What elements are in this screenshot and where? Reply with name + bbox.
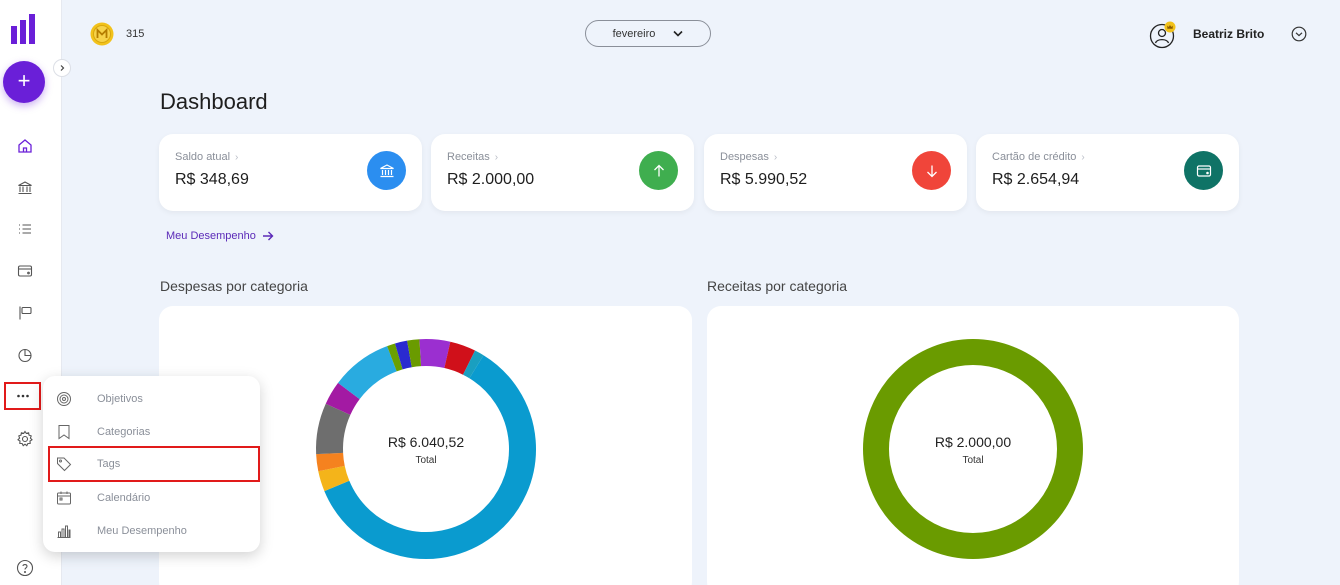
card-value: R$ 348,69 (175, 171, 249, 188)
menu-item-label: Categorias (97, 425, 151, 438)
pie-chart-icon[interactable] (15, 345, 35, 365)
donut-slice[interactable] (325, 382, 360, 416)
donut-slice[interactable] (324, 355, 536, 559)
income-donut-chart (863, 339, 1083, 559)
page-title: Dashboard (160, 89, 268, 114)
app-logo[interactable] (11, 14, 39, 44)
performance-link-label: Meu Desempenho (166, 230, 256, 242)
coin-icon (90, 22, 114, 46)
bar-chart-icon (55, 522, 73, 540)
wallet-icon[interactable] (15, 261, 35, 281)
menu-item-calendario[interactable]: Calendário (43, 481, 260, 514)
expenses-donut-center: R$ 6.040,52 Total (346, 434, 506, 466)
expenses-chart-title: Despesas por categoria (160, 278, 308, 294)
donut-slice[interactable] (462, 350, 484, 379)
menu-item-label: Objetivos (97, 392, 143, 405)
donut-slice[interactable] (316, 403, 351, 455)
coin-count: 315 (126, 28, 145, 40)
month-label: fevereiro (612, 27, 656, 40)
expenses-total-label: Total (415, 455, 437, 466)
card-receitas[interactable]: Receitas › R$ 2.000,00 (431, 134, 694, 211)
calendar-icon (55, 489, 73, 507)
income-donut-center: R$ 2.000,00 Total (893, 434, 1053, 466)
donut-slice[interactable] (444, 341, 476, 375)
donut-slice[interactable] (318, 465, 350, 492)
donut-slice[interactable] (419, 339, 451, 369)
performance-link[interactable]: Meu Desempenho (166, 230, 274, 242)
donut-slice[interactable] (863, 339, 1083, 559)
card-saldo-atual[interactable]: Saldo atual › R$ 348,69 (159, 134, 422, 211)
donut-slice[interactable] (395, 340, 412, 370)
month-selector[interactable]: fevereiro (585, 20, 711, 47)
bookmark-icon (55, 423, 73, 441)
more-options-button[interactable] (4, 382, 41, 410)
menu-item-objetivos[interactable]: Objetivos (43, 382, 260, 415)
settings-icon[interactable] (15, 429, 35, 449)
card-label: Despesas (720, 151, 769, 163)
add-transaction-button[interactable]: + (3, 61, 45, 103)
chevron-down-icon (673, 30, 683, 37)
donut-slice[interactable] (407, 339, 422, 368)
avatar[interactable] (1149, 21, 1177, 49)
chevron-right-icon: › (1081, 152, 1085, 163)
more-icon (16, 394, 29, 398)
donut-slice[interactable] (338, 346, 398, 400)
bank-icon (367, 151, 406, 190)
user-menu-icon[interactable] (1291, 26, 1307, 42)
card-label: Saldo atual (175, 151, 231, 163)
target-icon (55, 390, 73, 408)
more-options-menu: Objetivos Categorias Tags Calendário Meu… (43, 376, 260, 552)
menu-item-tags[interactable]: Tags (48, 446, 260, 482)
card-despesas[interactable]: Despesas › R$ 5.990,52 (704, 134, 967, 211)
flag-icon[interactable] (15, 303, 35, 323)
income-chart-title: Receitas por categoria (707, 278, 848, 294)
card-value: R$ 2.654,94 (992, 171, 1080, 188)
donut-slice[interactable] (316, 452, 345, 472)
card-label: Cartão de crédito (992, 151, 1077, 163)
list-icon[interactable] (15, 219, 35, 239)
income-chart-panel: R$ 2.000,00 Total (707, 306, 1239, 585)
arrow-down-icon (912, 151, 951, 190)
income-total-label: Total (962, 455, 984, 466)
credit-card-icon (1184, 151, 1223, 190)
user-name[interactable]: Beatriz Brito (1193, 27, 1265, 41)
arrow-right-icon (262, 231, 274, 241)
card-cartao-credito[interactable]: Cartão de crédito › R$ 2.654,94 (976, 134, 1239, 211)
home-icon[interactable] (15, 136, 35, 156)
chevron-right-icon: › (235, 152, 239, 163)
sidebar-expand-button[interactable] (53, 59, 71, 77)
chevron-right-icon: › (773, 152, 778, 163)
tag-icon (55, 455, 73, 473)
income-total: R$ 2.000,00 (934, 434, 1012, 450)
expenses-donut-chart (316, 339, 536, 559)
help-icon[interactable] (15, 558, 35, 578)
arrow-up-icon (639, 151, 678, 190)
menu-item-label: Meu Desempenho (97, 524, 187, 537)
sidebar: + (0, 0, 62, 585)
expenses-total: R$ 6.040,52 (387, 434, 465, 450)
card-value: R$ 2.000,00 (447, 171, 535, 188)
menu-item-meu-desempenho[interactable]: Meu Desempenho (43, 514, 260, 547)
bank-icon[interactable] (15, 178, 35, 198)
donut-slice[interactable] (387, 343, 403, 372)
card-label: Receitas (447, 151, 490, 163)
menu-item-categorias[interactable]: Categorias (43, 415, 260, 448)
card-value: R$ 5.990,52 (720, 171, 808, 188)
menu-item-label: Tags (97, 458, 121, 470)
chevron-right-icon: › (494, 152, 499, 163)
chevron-right-icon (60, 65, 65, 71)
menu-item-label: Calendário (97, 491, 151, 504)
